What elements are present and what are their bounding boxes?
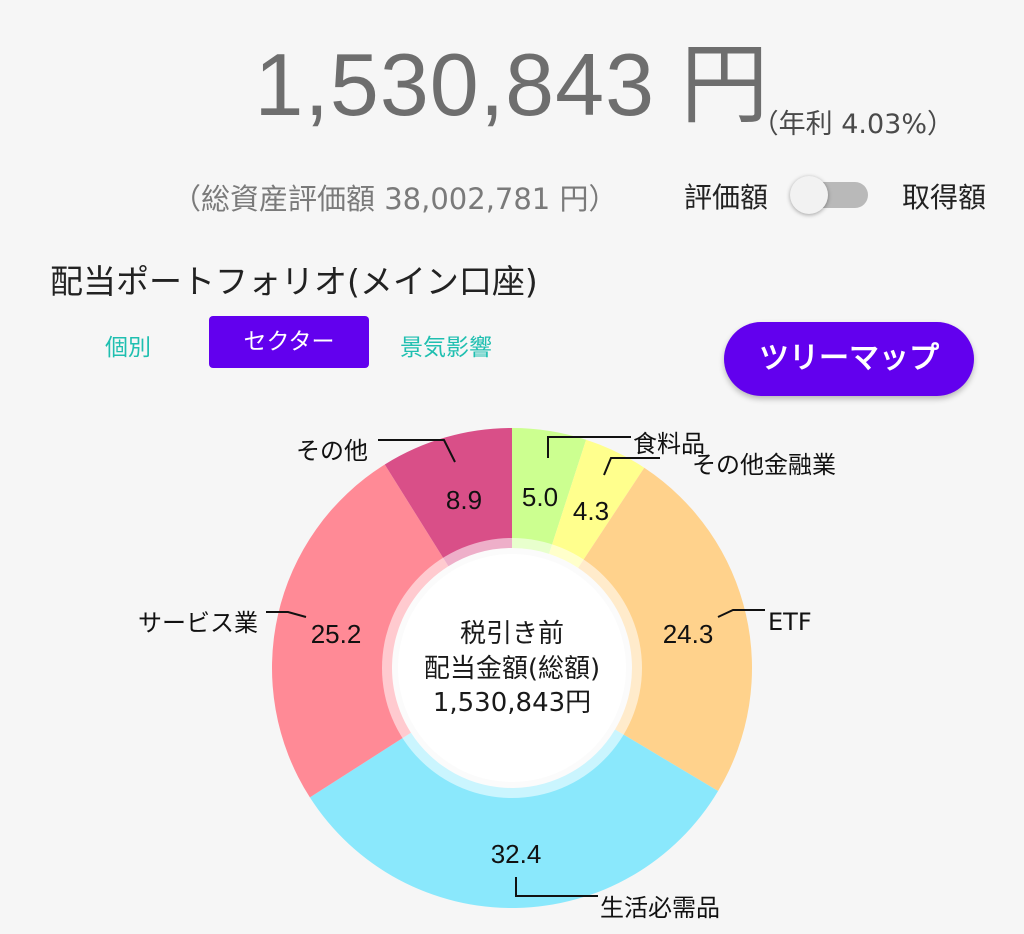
portfolio-title: 配当ポートフォリオ(メイン口座): [50, 262, 538, 301]
annual-yield: （年利 4.03%）: [751, 109, 954, 140]
slice-value-label-3: 32.4: [491, 839, 542, 869]
donut-slice-1[interactable]: [549, 439, 645, 568]
tab-sector[interactable]: セクター: [209, 316, 369, 368]
donut-slice-3[interactable]: [309, 729, 719, 909]
center-label-line-2: 配当金額(総額): [424, 654, 600, 684]
slice-value-label-4: 25.2: [311, 619, 362, 649]
slice-leader-line-3: [515, 877, 598, 897]
slice-values: 5.0 4.3 24.3 32.4 25.2 8.9: [311, 482, 714, 869]
center-label-line-1: 税引き前: [460, 619, 564, 649]
slice-value-label-5: 8.9: [446, 485, 482, 515]
slice-name-label-0: 食料品: [633, 430, 705, 458]
tab-individual[interactable]: 個別: [105, 335, 151, 361]
slice-value-label-2: 24.3: [663, 619, 714, 649]
slice-leader-line-1: [603, 457, 660, 476]
center-label-line-3: 1,530,843円: [433, 688, 591, 718]
treemap-button[interactable]: ツリーマップ: [724, 322, 974, 396]
slice-leader-line-5: [378, 439, 456, 463]
slice-value-label-1: 4.3: [573, 496, 609, 526]
slice-name-label-4: サービス業: [138, 609, 258, 637]
donut-hole: [398, 554, 626, 782]
slice-name-label-1: その他金融業: [692, 451, 836, 479]
donut-slices: [272, 428, 753, 909]
slice-value-label-0: 5.0: [522, 482, 558, 512]
total-asset-value: （総資産評価額 38,002,781 円）: [172, 182, 618, 216]
toggle-label-valuation: 評価額: [684, 181, 769, 214]
slice-leader-line-2: [717, 609, 765, 618]
slice-leader-line-4: [266, 611, 307, 618]
slice-name-label-5: その他: [296, 437, 368, 465]
toggle-label-acquisition: 取得額: [902, 181, 987, 214]
slice-name-label-2: ETF: [768, 608, 812, 636]
donut-slice-2[interactable]: [578, 467, 753, 792]
slice-leader-line-0: [547, 436, 631, 458]
dividend-total-amount: 1,530,843 円: [254, 35, 770, 134]
valuation-basis-toggle[interactable]: [790, 176, 872, 214]
toggle-knob[interactable]: [790, 176, 828, 214]
donut-slice-5[interactable]: [384, 428, 512, 567]
slice-name-label-3: 生活必需品: [600, 894, 720, 922]
donut-slice-4[interactable]: [272, 464, 449, 798]
donut-slice-0[interactable]: [512, 428, 587, 554]
tab-economic-impact[interactable]: 景気影響: [400, 335, 492, 361]
slice-leader-lines: [266, 436, 765, 897]
